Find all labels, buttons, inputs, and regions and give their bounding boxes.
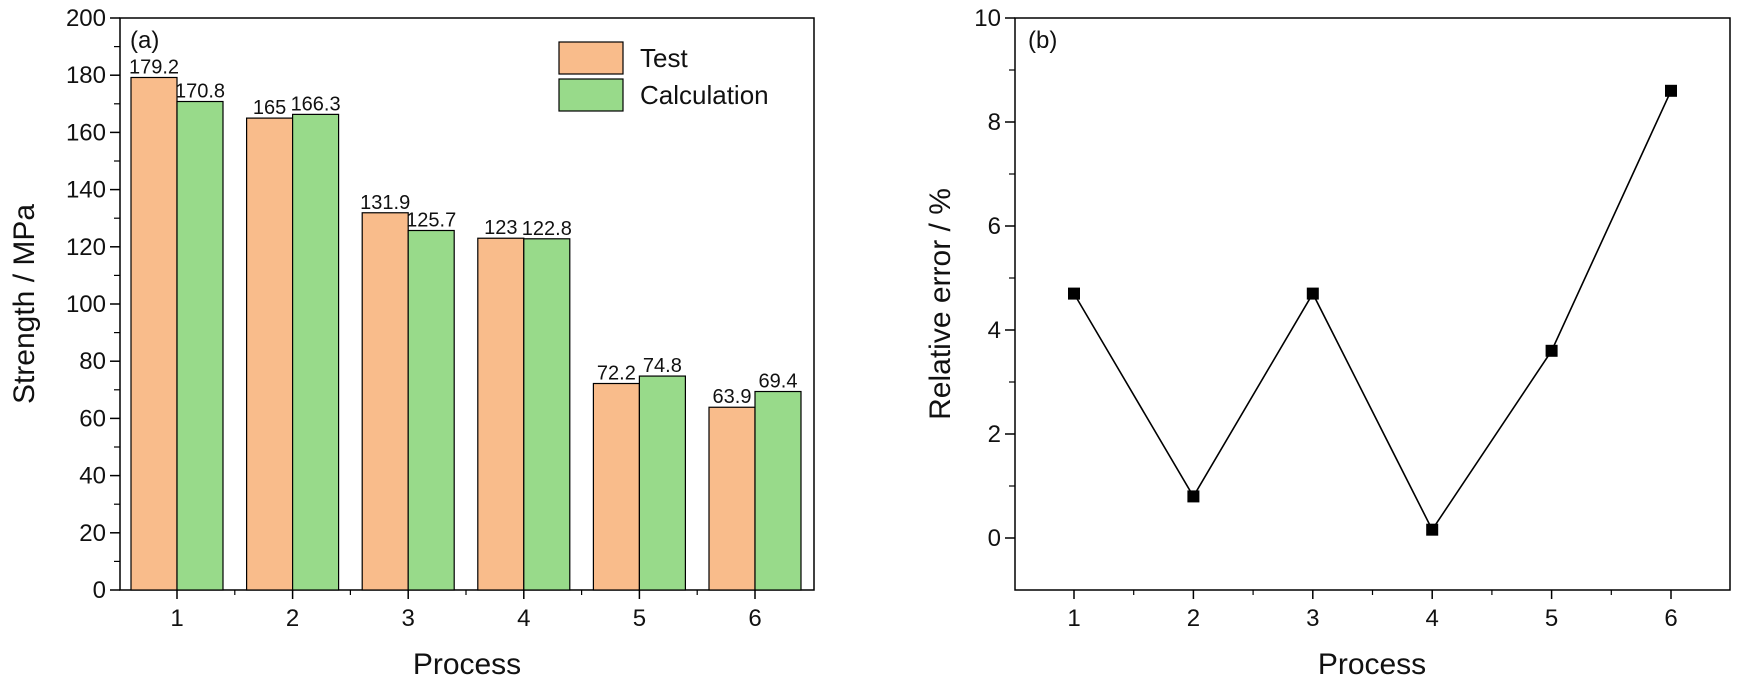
bar-calculation-6 (754, 390, 802, 591)
y-tick-label: 80 (79, 348, 106, 375)
x-tick-label: 3 (402, 605, 415, 632)
y-tick-label: 20 (79, 520, 106, 547)
line-chart-panel: 1 2 3 4 5 6 0 2 4 6 8 10 (b) Process Relative error… (924, 5, 1731, 681)
bar-test-1 (130, 76, 178, 591)
panel-label: (b) (1028, 27, 1057, 54)
bar-calculation-4 (523, 238, 571, 591)
series-line-group (1068, 84, 1677, 536)
legend-swatch-test (558, 41, 624, 75)
y-tick-label: 0 (93, 577, 106, 604)
data-label-calculation-4: 122.8 (522, 218, 572, 240)
legend-label-calculation: Calculation (640, 80, 769, 110)
y-tick-label: 10 (974, 5, 1001, 32)
bar-calculation-2 (292, 113, 340, 591)
data-label-calculation-3: 125.7 (406, 209, 456, 231)
data-label-calculation-6: 69.4 (759, 371, 798, 393)
plot-frame (1014, 17, 1731, 591)
data-label-test-5: 72.2 (597, 363, 636, 385)
axis-ticks: 1 2 3 4 5 6 0 2 4 6 8 10 (974, 5, 1677, 632)
y-tick-label: 100 (66, 291, 106, 318)
y-tick-label: 160 (66, 119, 106, 146)
data-point-5 (1545, 344, 1558, 357)
y-tick-label: 4 (988, 317, 1001, 344)
x-tick-label: 2 (286, 605, 299, 632)
data-label-calculation-1: 170.8 (175, 81, 225, 103)
x-tick-label: 4 (1426, 605, 1439, 632)
data-label-calculation-5: 74.8 (643, 355, 682, 377)
bar-calculation-1 (176, 100, 224, 591)
bar-calculation-5 (638, 375, 687, 591)
data-point-1 (1068, 287, 1080, 300)
data-label-calculation-2: 166.3 (291, 93, 341, 115)
series-line (1073, 90, 1672, 532)
panel-label: (a) (130, 27, 159, 54)
x-tick-label: 1 (170, 605, 183, 632)
bar-test-3 (361, 212, 409, 591)
legend: Test Calculation (558, 41, 769, 112)
y-tick-label: 8 (988, 109, 1001, 136)
bar-calculation-3 (407, 229, 455, 591)
data-label-test-4: 123 (484, 217, 517, 239)
bar-test-2 (246, 117, 294, 591)
legend-label-test: Test (640, 43, 688, 73)
y-axis-title: Relative error / % (924, 188, 957, 420)
x-tick-label: 4 (517, 605, 530, 632)
x-tick-label: 1 (1067, 605, 1080, 632)
data-point-3 (1306, 287, 1319, 300)
y-tick-label: 2 (988, 421, 1001, 448)
x-tick-label: 2 (1187, 605, 1200, 632)
y-tick-label: 6 (988, 213, 1001, 240)
y-tick-label: 140 (66, 177, 106, 204)
y-tick-label: 0 (988, 525, 1001, 552)
y-tick-label: 200 (66, 5, 106, 32)
data-point-6 (1665, 84, 1677, 97)
bar-test-5 (592, 382, 641, 591)
data-label-test-6: 63.9 (713, 386, 752, 408)
x-axis-title: Process (413, 648, 521, 681)
legend-swatch-calculation (558, 78, 624, 112)
data-label-test-2: 165 (253, 97, 286, 119)
bar-test-6 (708, 406, 756, 591)
data-label-test-3: 131.9 (360, 192, 410, 214)
x-tick-label: 5 (633, 605, 646, 632)
y-tick-label: 120 (66, 234, 106, 261)
y-axis-title: Strength / MPa (8, 204, 41, 404)
bar-test-4 (477, 237, 525, 591)
y-tick-label: 60 (79, 405, 106, 432)
y-tick-label: 40 (79, 463, 106, 490)
x-axis-title: Process (1318, 648, 1426, 681)
x-tick-label: 6 (1664, 605, 1677, 632)
x-tick-label: 3 (1306, 605, 1319, 632)
y-tick-label: 180 (66, 62, 106, 89)
x-tick-label: 5 (1545, 605, 1558, 632)
data-label-test-1: 179.2 (129, 56, 179, 78)
data-point-2 (1187, 490, 1200, 503)
x-tick-label: 6 (748, 605, 761, 632)
data-point-4 (1426, 523, 1439, 536)
